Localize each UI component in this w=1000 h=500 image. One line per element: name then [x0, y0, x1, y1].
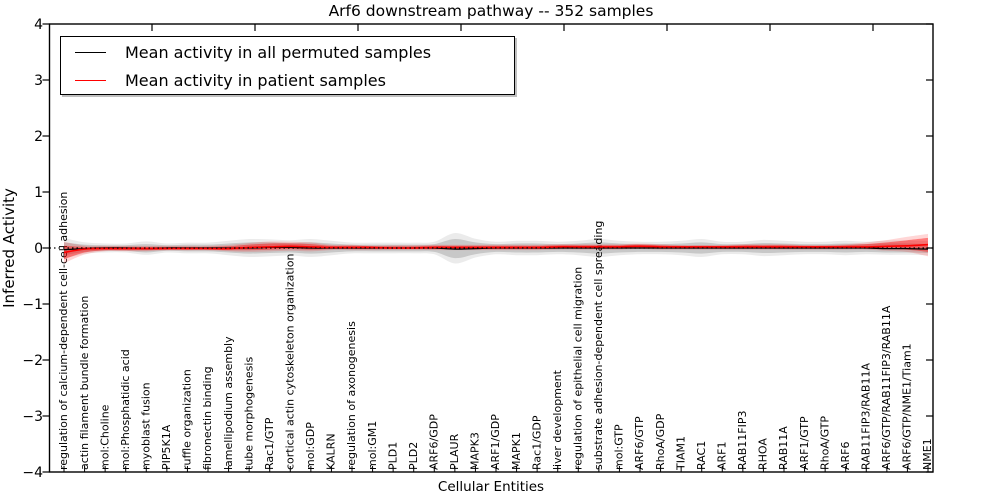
- x-tick-label: ARF6: [839, 442, 852, 471]
- x-tick-label: mol:GDP: [304, 422, 317, 470]
- x-tick-label: ARF6/GTP/RAB11FIP3/RAB11A: [880, 305, 893, 470]
- x-tick-label: mol:GTP: [613, 424, 626, 470]
- x-tick-label: NME1: [921, 438, 934, 470]
- x-tick-label: substrate adhesion-dependent cell spread…: [592, 221, 605, 470]
- y-tick-label: 0: [34, 241, 43, 257]
- x-tick-label: TIAM1: [674, 436, 687, 471]
- y-tick-label: −1: [22, 297, 43, 313]
- x-tick-label: PLD2: [407, 442, 420, 470]
- x-tick-label: ruffle organization: [181, 369, 194, 470]
- x-tick-label: PIP5K1A: [160, 424, 173, 470]
- y-tick-label: −4: [22, 465, 43, 481]
- x-tick-label: lamellipodium assembly: [222, 336, 235, 470]
- y-tick-label: −3: [22, 409, 43, 425]
- y-tick-label: 1: [34, 185, 43, 201]
- legend: Mean activity in all permuted samples Me…: [60, 36, 515, 95]
- x-tick-label: RAB11A: [777, 426, 790, 470]
- legend-label-patient: Mean activity in patient samples: [125, 70, 386, 90]
- x-tick-label: myoblast fusion: [140, 382, 153, 470]
- x-tick-label: mol:Phosphatidic acid: [119, 349, 132, 470]
- x-tick-label: ARF1: [716, 442, 729, 471]
- legend-item-permuted: Mean activity in all permuted samples: [61, 38, 514, 66]
- x-tick-label: RHOA: [757, 438, 770, 470]
- x-tick-label: PLAUR: [448, 433, 461, 470]
- x-tick-label: MAPK3: [469, 432, 482, 470]
- x-tick-label: liver development: [551, 369, 564, 470]
- y-tick-label: −2: [22, 353, 43, 369]
- y-axis-label: Inferred Activity: [0, 188, 18, 308]
- x-tick-label: tube morphogenesis: [242, 357, 255, 470]
- y-tick-label: 3: [34, 73, 43, 89]
- x-tick-label: regulation of axonogenesis: [345, 321, 358, 470]
- x-tick-label: regulation of calcium-dependent cell-cel…: [57, 192, 70, 470]
- x-tick-label: RAC1: [695, 441, 708, 470]
- y-tick-label: 4: [34, 17, 43, 33]
- x-tick-label: RhoA/GTP: [818, 416, 831, 470]
- x-axis-label: Cellular Entities: [437, 479, 545, 495]
- x-tick-label: Rac1/GDP: [530, 415, 543, 470]
- x-tick-label: ARF6/GTP: [633, 416, 646, 470]
- legend-line-permuted-icon: [75, 51, 106, 53]
- x-tick-label: ARF6/GTP/NME1/Tiam1: [901, 343, 914, 470]
- x-tick-label: fibronectin binding: [201, 366, 214, 470]
- legend-item-patient: Mean activity in patient samples: [61, 66, 514, 94]
- x-tick-label: RAB11FIP3: [736, 411, 749, 470]
- x-tick-label: ARF6/GDP: [428, 414, 441, 470]
- x-tick-label: RhoA/GDP: [654, 413, 667, 470]
- legend-line-patient-icon: [75, 79, 106, 81]
- x-tick-label: mol:Choline: [98, 404, 111, 470]
- legend-label-permuted: Mean activity in all permuted samples: [125, 42, 432, 62]
- chart-title: Arf6 downstream pathway -- 352 samples: [328, 2, 654, 20]
- x-tick-label: ARF1/GTP: [798, 416, 811, 470]
- x-tick-label: RAB11FIP3/RAB11A: [860, 363, 873, 470]
- x-tick-label: ARF1/GDP: [489, 414, 502, 470]
- y-tick-label: 2: [34, 129, 43, 145]
- x-tick-label: actin filament bundle formation: [78, 296, 91, 470]
- x-tick-label: PLD1: [386, 442, 399, 470]
- x-tick-label: regulation of epithelial cell migration: [572, 267, 585, 470]
- x-tick-label: MAPK1: [510, 432, 523, 470]
- x-tick-label: KALRN: [325, 433, 338, 470]
- x-tick-label: mol:GM1: [366, 421, 379, 470]
- x-tick-label: Rac1/GTP: [263, 417, 276, 470]
- x-tick-label: cortical actin cytoskeleton organization: [284, 254, 297, 470]
